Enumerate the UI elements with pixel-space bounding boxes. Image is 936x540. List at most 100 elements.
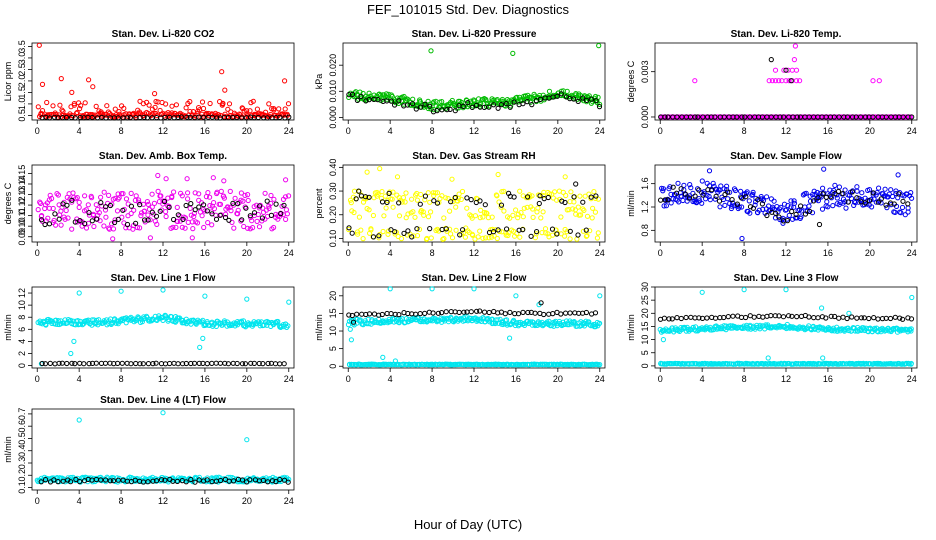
data-point-colored-low bbox=[790, 361, 797, 367]
data-point-colored bbox=[831, 328, 838, 334]
data-point-black bbox=[180, 216, 186, 222]
x-tick-label: 16 bbox=[823, 248, 833, 258]
x-tick-label: 4 bbox=[388, 248, 393, 258]
y-tick-label: 12 bbox=[17, 288, 27, 298]
data-point-colored bbox=[420, 209, 426, 215]
y-tick-label: 2 bbox=[17, 351, 27, 356]
data-point-colored-outlier bbox=[792, 43, 799, 49]
data-point-black bbox=[183, 202, 189, 209]
x-tick-label: 4 bbox=[700, 374, 705, 384]
data-point-black bbox=[815, 195, 821, 201]
data-point-black bbox=[905, 114, 911, 120]
data-point-black bbox=[234, 114, 240, 121]
x-tick-label: 8 bbox=[119, 126, 124, 136]
data-point-colored bbox=[276, 106, 282, 112]
data-point-colored bbox=[581, 207, 587, 213]
data-point-colored bbox=[728, 205, 735, 212]
data-point-colored bbox=[93, 103, 99, 110]
data-point-colored bbox=[390, 204, 396, 210]
data-point-colored bbox=[421, 212, 427, 218]
x-tick-label: 20 bbox=[242, 126, 252, 136]
data-point-colored bbox=[590, 205, 596, 211]
data-point-black bbox=[112, 219, 118, 226]
data-point-black bbox=[781, 114, 787, 120]
data-point-colored-outlier bbox=[36, 42, 42, 48]
x-tick-label: 24 bbox=[595, 126, 605, 136]
data-point-colored bbox=[271, 106, 277, 112]
data-point-colored bbox=[833, 114, 839, 120]
data-point-black bbox=[359, 311, 365, 317]
data-point-black bbox=[248, 360, 254, 366]
data-point-colored bbox=[137, 225, 143, 231]
data-point-black bbox=[55, 479, 61, 485]
data-point-colored bbox=[348, 200, 354, 206]
data-point-colored bbox=[513, 207, 519, 213]
x-tick-label: 24 bbox=[907, 374, 917, 384]
data-point-colored bbox=[447, 226, 453, 232]
data-point-black bbox=[661, 315, 668, 321]
data-point-black bbox=[515, 311, 522, 317]
data-point-black bbox=[831, 114, 837, 120]
data-point-colored bbox=[421, 319, 427, 325]
data-point-black bbox=[588, 96, 594, 102]
chart-rh: Stan. Dev. Gas Stream RH 0 4 8 12 16 20 24 0.10 0… bbox=[314, 151, 606, 258]
data-point-colored-outlier bbox=[197, 344, 203, 350]
data-point-black bbox=[712, 114, 718, 120]
data-point-colored bbox=[98, 194, 104, 200]
x-tick-label: 24 bbox=[284, 496, 294, 506]
data-point-colored bbox=[221, 195, 227, 201]
y-axis-label: kPa bbox=[314, 74, 324, 90]
y-axis-label: degrees C bbox=[626, 60, 636, 102]
y-tick-label: 0.6 bbox=[17, 420, 27, 433]
data-point-colored bbox=[564, 88, 570, 95]
data-point-black bbox=[892, 314, 898, 320]
data-point-colored bbox=[250, 98, 256, 104]
data-point-black bbox=[875, 316, 881, 322]
data-point-colored bbox=[53, 317, 59, 323]
data-point-colored bbox=[661, 203, 667, 209]
data-point-black bbox=[157, 208, 163, 214]
data-point-colored bbox=[366, 207, 372, 213]
data-point-black bbox=[82, 221, 88, 227]
data-point-black bbox=[468, 197, 474, 203]
data-point-colored-outlier bbox=[772, 78, 779, 84]
data-point-colored-outlier bbox=[71, 338, 77, 344]
data-point-colored bbox=[717, 204, 723, 210]
data-point-colored-outlier bbox=[846, 310, 852, 316]
data-point-black bbox=[823, 194, 829, 200]
data-point-black bbox=[593, 98, 599, 104]
data-point-colored-low bbox=[834, 361, 840, 367]
data-point-black bbox=[674, 114, 680, 120]
data-point-colored bbox=[112, 106, 118, 112]
points-line1 bbox=[35, 287, 292, 367]
data-point-colored bbox=[218, 188, 224, 194]
data-point-black bbox=[550, 311, 556, 317]
y-tick-label: 15 bbox=[640, 321, 650, 331]
data-point-colored bbox=[480, 235, 486, 241]
data-point-colored bbox=[706, 193, 712, 200]
data-point-black bbox=[213, 216, 220, 222]
data-point-black bbox=[72, 361, 78, 367]
data-point-black bbox=[434, 200, 440, 206]
data-point-colored-outlier bbox=[471, 286, 477, 292]
data-point-colored bbox=[797, 324, 803, 330]
data-point-colored bbox=[383, 205, 389, 211]
data-point-colored bbox=[815, 198, 822, 204]
data-point-colored-outlier bbox=[69, 89, 75, 96]
data-point-black bbox=[222, 360, 228, 366]
data-point-black bbox=[98, 477, 104, 483]
data-point-black bbox=[201, 202, 207, 208]
data-point-black bbox=[392, 229, 398, 235]
data-point-black bbox=[209, 360, 215, 366]
data-point-colored bbox=[908, 328, 914, 334]
data-point-colored-outlier bbox=[283, 177, 289, 183]
data-point-colored bbox=[366, 90, 372, 96]
data-point-colored bbox=[74, 109, 80, 116]
data-point-black bbox=[849, 314, 855, 320]
data-point-colored bbox=[375, 191, 381, 197]
data-point-black bbox=[832, 191, 838, 197]
data-point-colored bbox=[480, 214, 486, 220]
data-point-black bbox=[431, 198, 437, 204]
data-point-colored bbox=[185, 190, 191, 196]
data-point-black bbox=[47, 360, 53, 366]
